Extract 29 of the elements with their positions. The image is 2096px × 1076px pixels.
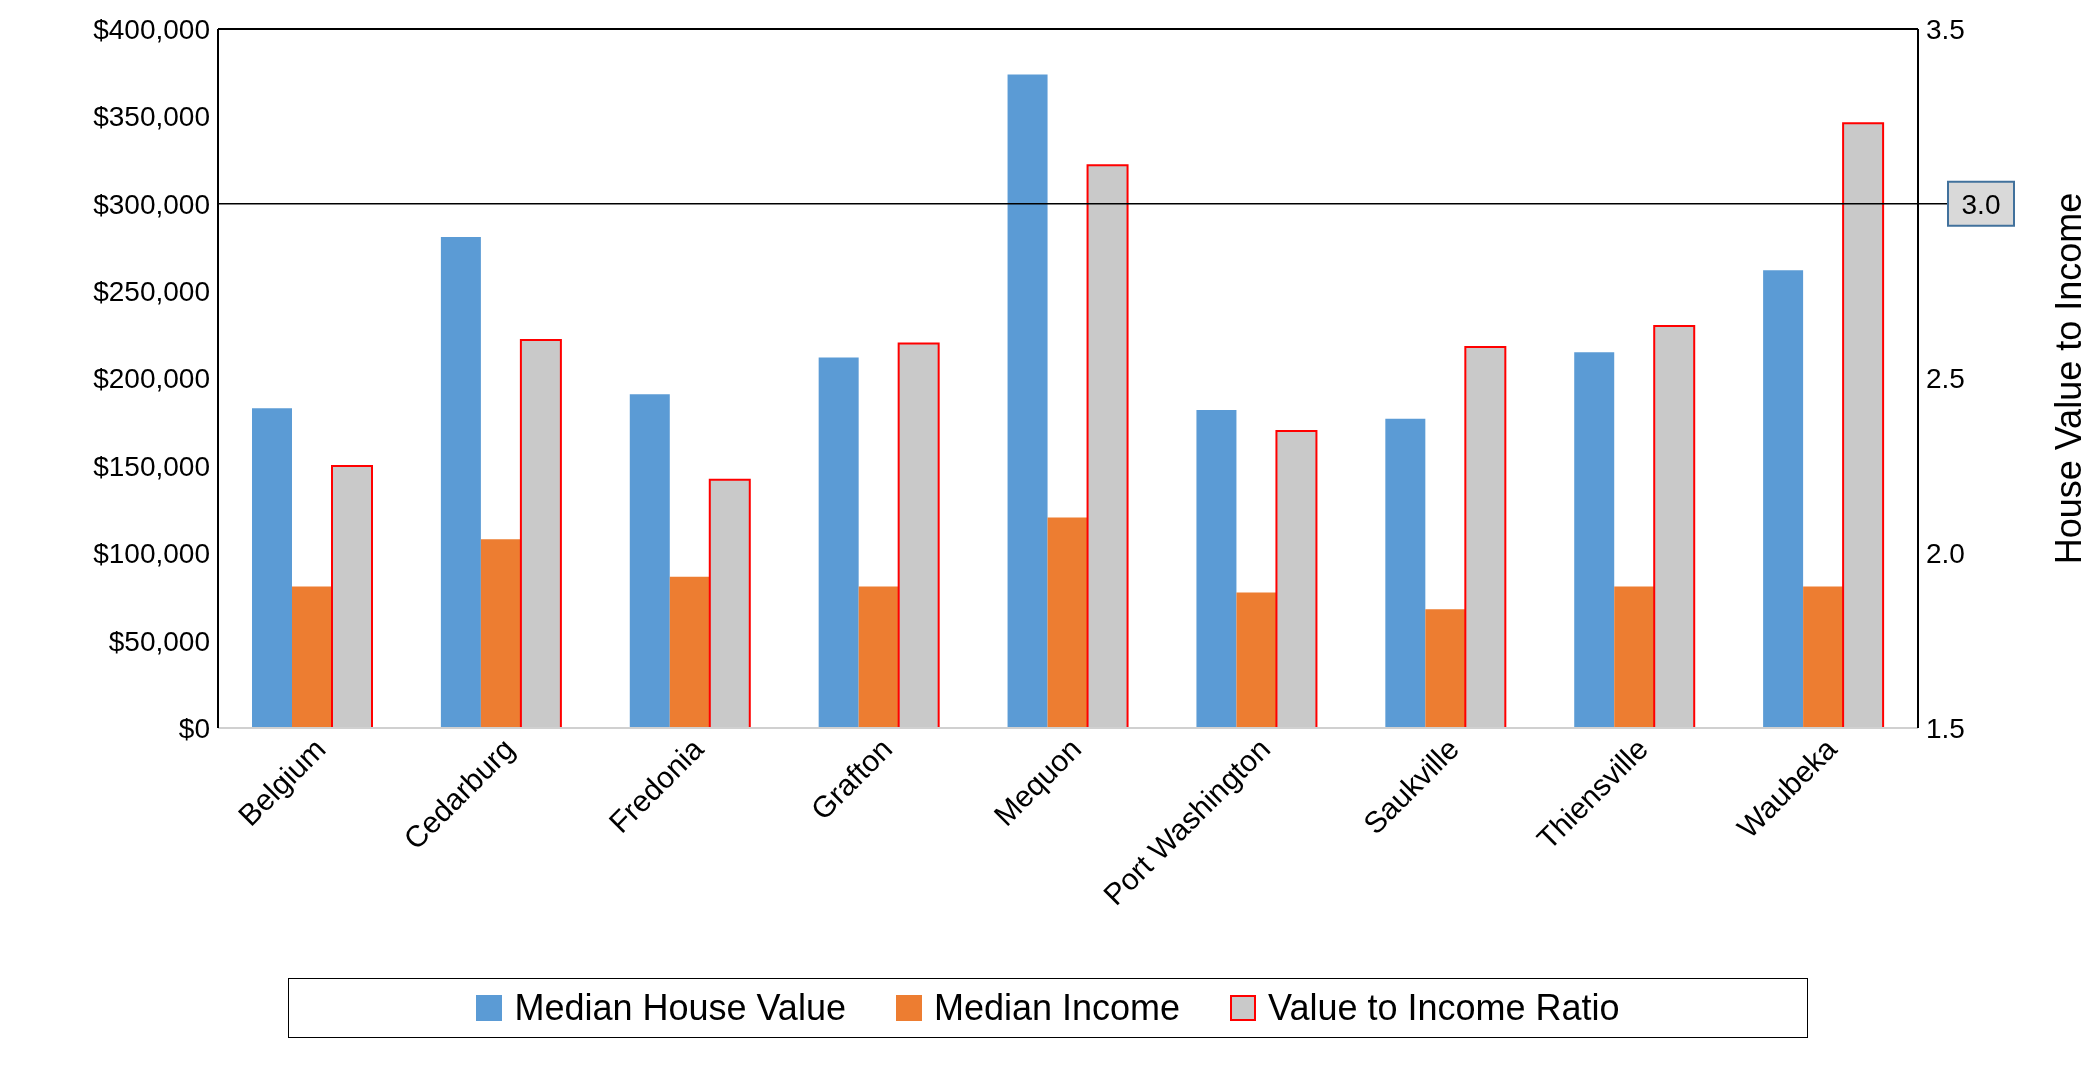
bar [252,408,292,728]
bar [440,236,481,728]
y-tick-label: $300,000 [93,188,210,220]
legend-label: Value to Income Ratio [1268,987,1620,1029]
y-tick-label: $200,000 [93,363,210,395]
bar [1803,586,1844,728]
y-tick-label: $100,000 [93,538,210,570]
y2-axis-title: House Value to Income [2047,192,2089,565]
bar [818,357,859,728]
bar [1763,270,1804,728]
y-tick-label: $0 [178,712,210,744]
y2-tick-label: 2.5 [1926,363,1965,395]
y-tick-label: $400,000 [93,13,210,45]
y-tick-label: $250,000 [93,276,210,308]
y2-tick-label: 1.5 [1926,712,1965,744]
y2-tick-label: 3.5 [1926,13,1965,45]
y-tick-label: $350,000 [93,101,210,133]
bar [1007,74,1048,728]
ref-line-label: 3.0 [1961,188,2001,220]
y-tick-label: $150,000 [93,450,210,482]
legend-label: Median House Value [514,987,846,1029]
legend-label: Median Income [933,987,1181,1029]
bar [1574,352,1615,728]
bar [629,394,670,728]
y-tick-label: $50,000 [108,625,210,657]
bar [1425,609,1466,728]
y2-tick-label: 2.0 [1926,538,1965,570]
bar [1385,418,1426,728]
bar [1196,409,1237,728]
